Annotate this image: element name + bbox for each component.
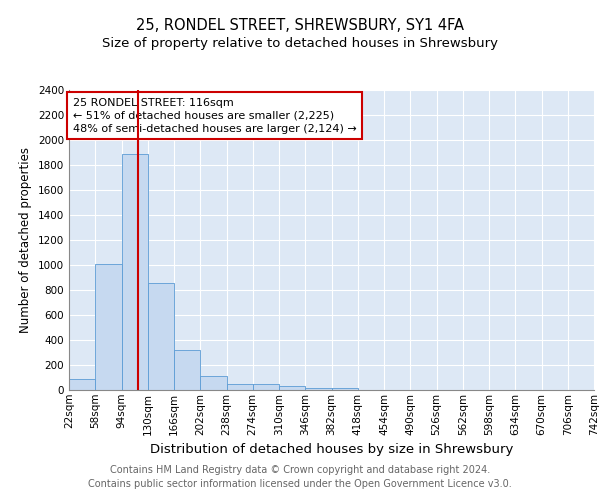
Bar: [305, 388, 331, 390]
Text: Size of property relative to detached houses in Shrewsbury: Size of property relative to detached ho…: [102, 38, 498, 51]
Bar: [279, 386, 305, 390]
Bar: [227, 384, 253, 390]
Y-axis label: Number of detached properties: Number of detached properties: [19, 147, 32, 333]
Bar: [331, 388, 358, 390]
Bar: [174, 350, 200, 390]
Bar: [69, 380, 95, 390]
Text: Contains HM Land Registry data © Crown copyright and database right 2024.
Contai: Contains HM Land Registry data © Crown c…: [88, 465, 512, 489]
Bar: [148, 282, 174, 390]
Text: 25, RONDEL STREET, SHREWSBURY, SY1 4FA: 25, RONDEL STREET, SHREWSBURY, SY1 4FA: [136, 18, 464, 32]
Text: 25 RONDEL STREET: 116sqm
← 51% of detached houses are smaller (2,225)
48% of sem: 25 RONDEL STREET: 116sqm ← 51% of detach…: [73, 98, 356, 134]
Bar: [121, 154, 148, 390]
X-axis label: Distribution of detached houses by size in Shrewsbury: Distribution of detached houses by size …: [150, 443, 513, 456]
Bar: [95, 264, 121, 390]
Bar: [200, 376, 227, 390]
Bar: [253, 384, 279, 390]
